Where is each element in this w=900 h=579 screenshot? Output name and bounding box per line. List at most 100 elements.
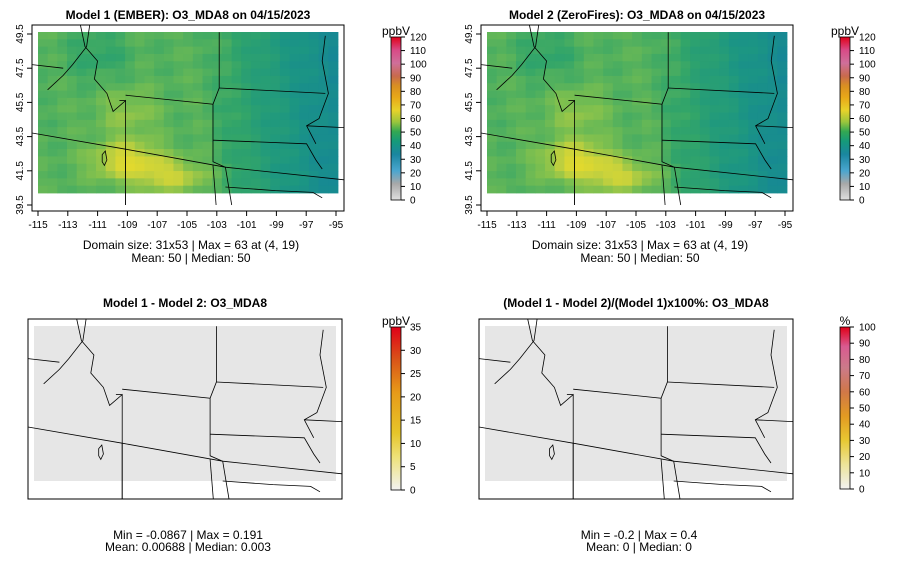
heatmap-cell bbox=[612, 134, 623, 143]
colorbar-tick-label: 0 bbox=[410, 486, 416, 497]
heatmap-cell bbox=[76, 39, 87, 48]
heatmap-cell bbox=[661, 185, 672, 194]
heatmap-cell bbox=[757, 171, 769, 179]
heatmap-cell bbox=[212, 185, 223, 194]
heatmap-cell bbox=[241, 75, 252, 84]
heatmap-cell bbox=[699, 61, 710, 69]
heatmap-cell bbox=[173, 105, 184, 113]
heatmap-cell bbox=[496, 156, 507, 165]
heatmap-cell bbox=[777, 178, 788, 187]
heatmap-cell bbox=[76, 185, 87, 194]
heatmap-cell bbox=[767, 156, 778, 165]
heatmap-cell bbox=[767, 90, 778, 99]
heatmap-cell bbox=[212, 83, 223, 91]
heatmap-cell bbox=[670, 61, 681, 69]
heatmap-cell bbox=[231, 83, 242, 91]
heatmap-cell bbox=[299, 90, 310, 99]
heatmap-cell bbox=[328, 97, 339, 106]
heatmap-cell bbox=[154, 53, 165, 62]
heatmap-cell bbox=[487, 163, 498, 172]
heatmap-cell bbox=[57, 163, 68, 172]
heatmap-cell bbox=[125, 68, 136, 77]
heatmap-cell bbox=[154, 105, 165, 113]
heatmap-cell bbox=[593, 32, 604, 40]
x-tick-label: -113 bbox=[58, 220, 78, 231]
heatmap-cell bbox=[777, 97, 788, 106]
heatmap-cell bbox=[767, 149, 778, 157]
heatmap-cell bbox=[183, 141, 194, 150]
heatmap-cell bbox=[680, 46, 691, 55]
heatmap-cell bbox=[105, 127, 116, 135]
state-boundary bbox=[212, 139, 323, 170]
heatmap-cell bbox=[250, 141, 261, 150]
x-tick-label: -99 bbox=[718, 220, 733, 231]
colorbar-tick-label: 35 bbox=[410, 323, 422, 334]
heatmap-cell bbox=[183, 112, 194, 121]
heatmap-cell bbox=[699, 75, 710, 84]
heatmap-cell bbox=[738, 156, 749, 165]
heatmap-cell bbox=[632, 171, 643, 179]
heatmap-cell bbox=[38, 185, 49, 194]
heatmap-cell bbox=[593, 105, 604, 113]
heatmap-cell bbox=[690, 97, 701, 106]
heatmap-cell bbox=[67, 90, 78, 99]
heatmap-cell bbox=[757, 163, 769, 172]
state-boundary bbox=[222, 480, 321, 493]
heatmap-cell bbox=[105, 97, 116, 106]
heatmap-cell bbox=[535, 134, 546, 143]
colorbar-ramp bbox=[839, 326, 851, 490]
heatmap-cell bbox=[757, 112, 769, 121]
heatmap-cell bbox=[709, 83, 720, 91]
state-boundary bbox=[27, 426, 343, 475]
heatmap-cell bbox=[612, 75, 623, 84]
heatmap-cell bbox=[554, 163, 565, 172]
heatmap-cell bbox=[241, 178, 252, 187]
heatmap-cell bbox=[154, 149, 165, 157]
heatmap-cell bbox=[680, 97, 691, 106]
heatmap-cell bbox=[641, 90, 652, 99]
heatmap-cell bbox=[163, 39, 174, 48]
heatmap-cell bbox=[76, 156, 87, 165]
heatmap-cell bbox=[163, 68, 174, 77]
heatmap-cell bbox=[612, 68, 623, 77]
colorbar-tick-label: 100 bbox=[859, 323, 876, 334]
heatmap-cell bbox=[308, 32, 320, 40]
heatmap-cell bbox=[583, 68, 594, 77]
heatmap-cell bbox=[38, 83, 49, 91]
heatmap-cell bbox=[328, 112, 339, 121]
panel-3: Model 1 - Model 2: O3_MDA8ppbV0510152025… bbox=[27, 296, 422, 554]
heatmap-cell bbox=[757, 53, 769, 62]
heatmap-cell bbox=[777, 163, 788, 172]
heatmap-cell bbox=[134, 119, 145, 128]
heatmap-cell bbox=[545, 97, 556, 106]
heatmap-cell bbox=[506, 178, 517, 187]
heatmap-cell bbox=[76, 97, 87, 106]
heatmap-cell bbox=[289, 39, 300, 48]
heatmap-cell bbox=[67, 39, 78, 48]
heatmap-cell bbox=[270, 105, 281, 113]
heatmap-cell bbox=[632, 32, 643, 40]
heatmap-cell bbox=[154, 156, 165, 165]
heatmap-cell bbox=[719, 149, 730, 157]
heatmap-cell bbox=[622, 134, 633, 143]
heatmap-cell bbox=[192, 141, 203, 150]
heatmap-cell bbox=[680, 171, 691, 179]
heatmap-cell bbox=[767, 97, 778, 106]
heatmap-cell bbox=[487, 119, 498, 128]
heatmap-cell bbox=[612, 46, 623, 55]
heatmap-cell bbox=[318, 112, 329, 121]
heatmap-cell bbox=[47, 171, 58, 179]
heatmap-cell bbox=[144, 127, 155, 135]
heatmap-cell bbox=[250, 127, 261, 135]
colorbar-tick-label: 90 bbox=[410, 73, 422, 84]
heatmap-cell bbox=[173, 68, 184, 77]
heatmap-cell bbox=[144, 90, 155, 99]
heatmap-cell bbox=[574, 134, 585, 143]
heatmap-cell bbox=[221, 105, 232, 113]
heatmap-cell bbox=[564, 134, 575, 143]
colorbar-tick-label: 30 bbox=[410, 346, 422, 357]
state-boundary bbox=[755, 35, 778, 144]
heatmap-cell bbox=[105, 112, 116, 121]
heatmap-cell bbox=[680, 90, 691, 99]
heatmap-cell bbox=[202, 61, 213, 69]
